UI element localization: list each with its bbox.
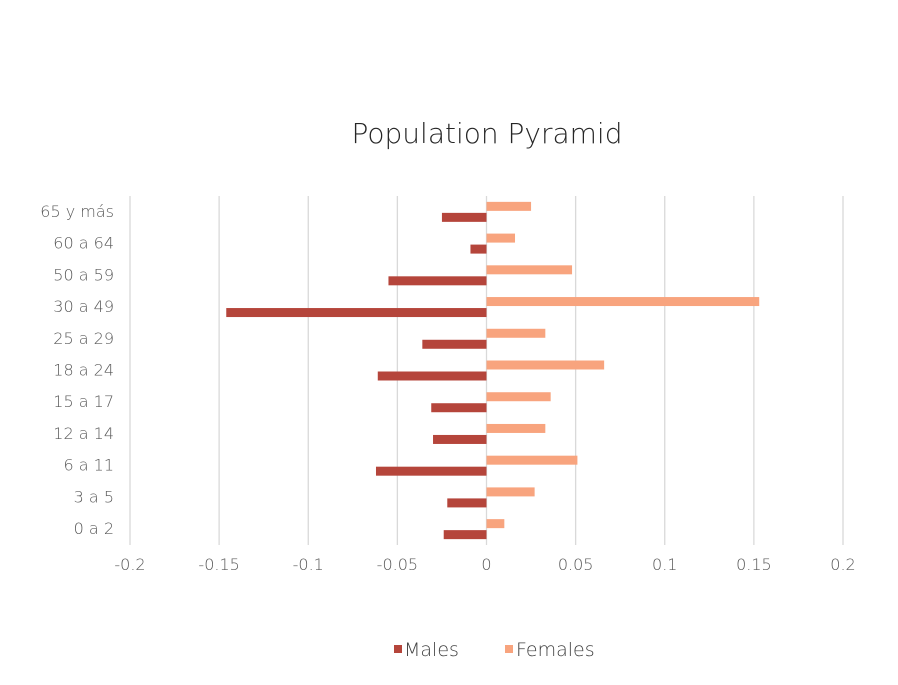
- bar-males-10: [441, 212, 487, 222]
- legend: Males Females: [394, 639, 595, 661]
- tick-label: 0.05: [558, 555, 594, 574]
- bar-females-4: [486, 392, 551, 402]
- category-label: 3 a 5: [74, 487, 114, 506]
- tick-label: -0.15: [198, 555, 239, 574]
- legend-label-males: Males: [404, 639, 459, 661]
- tick-label: 0.2: [830, 555, 855, 574]
- bar-females-9: [486, 233, 516, 243]
- bar-males-6: [422, 339, 487, 349]
- category-label: 18 a 24: [53, 361, 114, 380]
- tick-label: -0.2: [114, 555, 145, 574]
- bar-males-8: [388, 276, 487, 286]
- tick-label: -0.05: [377, 555, 418, 574]
- bars: [226, 201, 760, 540]
- bar-males-3: [433, 434, 487, 444]
- bar-males-5: [377, 371, 487, 381]
- bar-females-7: [486, 297, 760, 307]
- legend-item-males: Males: [394, 639, 459, 661]
- bar-males-1: [447, 498, 487, 508]
- category-label: 15 a 17: [53, 392, 114, 411]
- value-axis-tick-labels: -0.2 -0.15 -0.1 -0.05 0 0.05 0.1 0.15 0.2: [114, 555, 855, 574]
- category-label: 50 a 59: [53, 265, 114, 284]
- bar-males-0: [443, 530, 487, 540]
- tick-label: 0: [481, 555, 491, 574]
- tick-label: 0.15: [736, 555, 772, 574]
- gridlines: [129, 196, 844, 545]
- bar-males-7: [226, 308, 487, 318]
- legend-label-females: Females: [516, 639, 595, 661]
- bar-females-0: [486, 519, 505, 529]
- category-label: 30 a 49: [53, 297, 114, 316]
- legend-item-females: Females: [505, 639, 595, 661]
- category-label: 6 a 11: [63, 456, 114, 475]
- bar-females-5: [486, 360, 605, 370]
- bar-females-10: [486, 201, 532, 211]
- legend-swatch-females: [505, 645, 513, 653]
- category-label: 60 a 64: [53, 234, 114, 253]
- legend-swatch-males: [394, 645, 402, 653]
- bar-males-2: [375, 466, 487, 476]
- category-label: 12 a 14: [53, 424, 114, 443]
- bar-females-2: [486, 455, 578, 465]
- category-label: 0 a 2: [74, 519, 114, 538]
- tick-label: 0.1: [652, 555, 677, 574]
- category-label: 25 a 29: [53, 329, 114, 348]
- bar-females-1: [486, 487, 535, 497]
- category-axis-labels: 0 a 2 3 a 5 6 a 11 12 a 14 15 a 17 18 a 24 25 …: [40, 202, 114, 538]
- tick-label: -0.1: [293, 555, 324, 574]
- chart-title: Population Pyramid: [352, 117, 623, 150]
- category-label: 65 y más: [40, 202, 114, 221]
- bar-males-9: [470, 244, 487, 254]
- bar-females-6: [486, 328, 546, 338]
- bar-males-4: [431, 403, 487, 413]
- bar-females-8: [486, 265, 573, 275]
- bar-females-3: [486, 423, 546, 433]
